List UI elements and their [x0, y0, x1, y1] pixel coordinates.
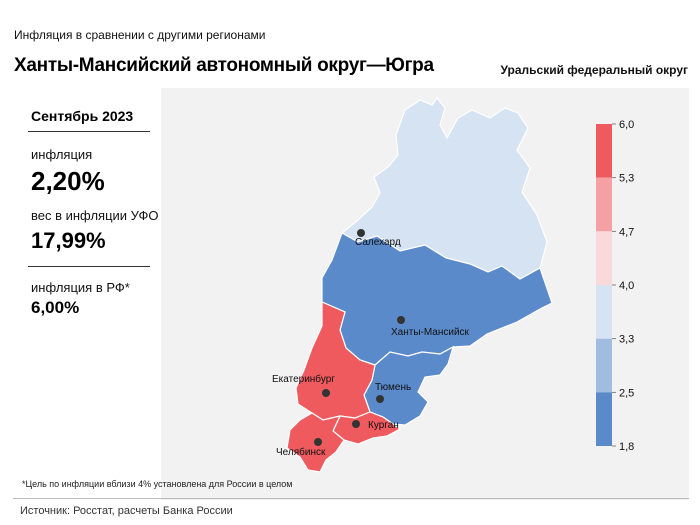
legend-tick-label: 3,3 [619, 334, 634, 346]
stats-card [13, 88, 161, 500]
weight-value: 17,99% [31, 228, 106, 253]
legend-tick-label: 5,3 [619, 173, 634, 185]
legend-swatch [596, 338, 612, 393]
legend-swatch [596, 285, 612, 339]
chart-subtitle: Инфляция в сравнении с другими регионами [14, 28, 266, 42]
legend-swatch [596, 177, 612, 232]
footer-divider [13, 498, 689, 499]
city-marker-salekhard [357, 229, 365, 237]
period-label: Сентябрь 2023 [31, 108, 134, 124]
city-label-salekhard: Салехард [355, 237, 401, 248]
legend-tick-label: 1,8 [619, 441, 634, 453]
color-legend: 6,0 5,3 4,7 4,0 3,3 2,5 1,8 [596, 119, 634, 453]
city-marker-tyumen [376, 395, 384, 403]
legend-tick-label: 4,7 [619, 226, 634, 238]
federal-district-label: Уральский федеральный округ [500, 63, 688, 77]
legend-tick-label: 2,5 [619, 387, 634, 399]
legend-swatch [596, 124, 612, 178]
legend-swatch [596, 392, 612, 446]
footnote: *Цель по инфляции вблизи 4% установлена … [22, 479, 293, 489]
city-label-ekaterinburg: Екатеринбург [272, 373, 335, 385]
legend-tick-label: 4,0 [619, 280, 634, 292]
city-label-khanty-mansiysk: Ханты-Мансийск [391, 327, 470, 338]
divider [28, 266, 150, 267]
weight-label: вес в инфляции УФО [31, 208, 159, 223]
divider [28, 131, 150, 132]
city-label-tyumen: Тюмень [375, 382, 411, 393]
inflation-label: инфляция [31, 147, 93, 162]
city-label-chelyabinsk: Челябинск [276, 446, 326, 458]
city-marker-ekaterinburg [322, 389, 330, 397]
inflation-value: 2,20% [31, 166, 105, 196]
city-marker-chelyabinsk [314, 438, 322, 446]
rf-inflation-value: 6,00% [31, 298, 80, 317]
rf-inflation-label: инфляция в РФ* [31, 280, 130, 295]
region-title: Ханты-Мансийский автономный округ—Югра [14, 55, 434, 76]
city-marker-kurgan [352, 420, 360, 428]
city-label-kurgan: Курган [368, 420, 399, 431]
legend-swatch [596, 231, 612, 285]
source-note: Источник: Росстат, расчеты Банка России [20, 505, 233, 517]
city-marker-khanty-mansiysk [397, 316, 405, 324]
legend-tick-label: 6,0 [619, 119, 634, 131]
